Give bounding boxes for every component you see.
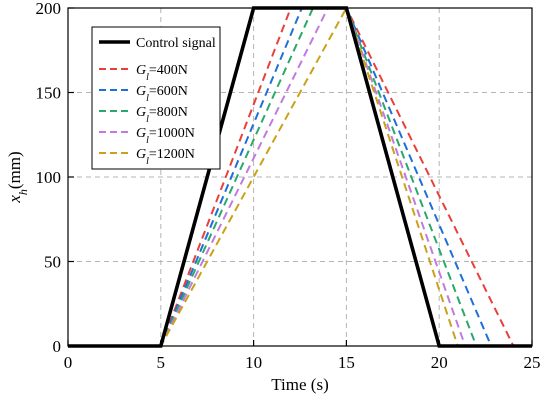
legend: Control signal Gl=400NGl=600NGl=800NGl=10… bbox=[91, 26, 221, 170]
ticks bbox=[67, 7, 533, 347]
y-axis-title-sub: h bbox=[16, 189, 30, 195]
x-tick-label: 20 bbox=[431, 353, 448, 372]
y-tick-label: 150 bbox=[36, 84, 62, 103]
y-axis-title: xh(mm) bbox=[5, 151, 30, 203]
x-tick-label: 15 bbox=[338, 353, 355, 372]
legend-label: Gl=1000N bbox=[136, 126, 195, 146]
legend-box bbox=[91, 26, 221, 170]
legend-label: Gl=800N bbox=[136, 105, 188, 125]
x-tick-label: 5 bbox=[157, 353, 166, 372]
x-tick-label: 10 bbox=[245, 353, 262, 372]
y-tick-label: 0 bbox=[53, 337, 62, 356]
tick-labels: 0 5 10 15 20 25 0 50 100 150 200 bbox=[36, 0, 541, 372]
y-tick-label: 100 bbox=[36, 168, 62, 187]
x-tick-label: 25 bbox=[524, 353, 541, 372]
legend-label: Gl=600N bbox=[136, 84, 188, 104]
y-tick-label: 200 bbox=[36, 0, 62, 18]
legend-label: Gl=1200N bbox=[136, 147, 195, 167]
y-tick-label: 50 bbox=[44, 253, 61, 272]
x-axis-title: Time (s) bbox=[271, 375, 328, 394]
legend-label: Gl=400N bbox=[136, 63, 188, 83]
y-axis-title-unit: (mm) bbox=[5, 151, 24, 189]
y-axis-title-base: x bbox=[5, 195, 24, 204]
x-tick-label: 0 bbox=[64, 353, 73, 372]
legend-label: Control signal bbox=[136, 36, 216, 51]
